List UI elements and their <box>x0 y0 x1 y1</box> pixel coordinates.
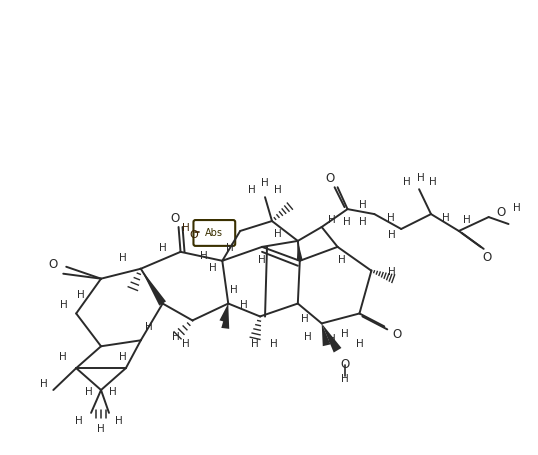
Text: H: H <box>301 314 309 324</box>
Text: H: H <box>343 217 350 227</box>
Text: H: H <box>159 243 167 253</box>
Text: O: O <box>496 205 505 218</box>
Text: H: H <box>182 339 189 349</box>
Polygon shape <box>297 242 303 262</box>
Text: O: O <box>482 251 491 264</box>
Text: H: H <box>356 339 363 349</box>
Polygon shape <box>141 269 166 306</box>
Text: H: H <box>388 266 396 276</box>
Text: H: H <box>119 252 127 262</box>
Text: H: H <box>274 228 282 238</box>
Polygon shape <box>221 304 229 329</box>
Text: H: H <box>463 215 471 225</box>
Text: H: H <box>328 334 336 344</box>
Text: H: H <box>145 322 153 332</box>
Text: Abs: Abs <box>206 228 223 238</box>
Text: H: H <box>200 250 207 260</box>
Text: H: H <box>513 202 520 212</box>
Text: H: H <box>341 329 349 339</box>
Text: H: H <box>304 332 312 342</box>
Text: H: H <box>442 212 450 222</box>
Text: H: H <box>388 229 396 239</box>
Text: H: H <box>119 351 127 361</box>
Text: O: O <box>49 258 58 271</box>
Text: H: H <box>341 373 349 383</box>
Text: H: H <box>358 217 366 227</box>
Text: H: H <box>97 423 105 433</box>
Text: H: H <box>358 200 366 210</box>
Text: H: H <box>429 177 437 187</box>
Polygon shape <box>322 324 330 346</box>
Text: H: H <box>75 415 83 425</box>
Text: H: H <box>338 254 345 264</box>
Text: H: H <box>226 243 234 253</box>
Text: H: H <box>261 178 269 188</box>
Text: O: O <box>393 327 402 340</box>
Text: H: H <box>209 262 217 272</box>
Text: H: H <box>77 289 85 299</box>
Text: O: O <box>189 229 198 239</box>
Text: H: H <box>387 212 395 222</box>
Text: O: O <box>325 172 334 184</box>
Polygon shape <box>322 324 342 353</box>
Text: H: H <box>248 185 256 195</box>
Text: H: H <box>85 386 93 396</box>
Text: O: O <box>340 357 349 370</box>
Text: H: H <box>182 222 189 233</box>
Text: O: O <box>170 211 179 224</box>
Text: H: H <box>251 339 259 349</box>
Text: H: H <box>404 177 411 187</box>
Text: H: H <box>39 378 47 388</box>
Text: H: H <box>59 351 67 361</box>
Text: H: H <box>115 415 123 425</box>
FancyBboxPatch shape <box>194 221 235 246</box>
Text: H: H <box>417 173 425 183</box>
Text: H: H <box>60 299 68 309</box>
Text: H: H <box>258 254 266 264</box>
Text: H: H <box>328 215 336 225</box>
Polygon shape <box>220 304 228 323</box>
Text: H: H <box>240 299 248 309</box>
Text: H: H <box>109 386 117 396</box>
Text: H: H <box>270 339 278 349</box>
Text: H: H <box>274 185 282 195</box>
Text: H: H <box>172 332 180 342</box>
Text: H: H <box>230 284 238 294</box>
